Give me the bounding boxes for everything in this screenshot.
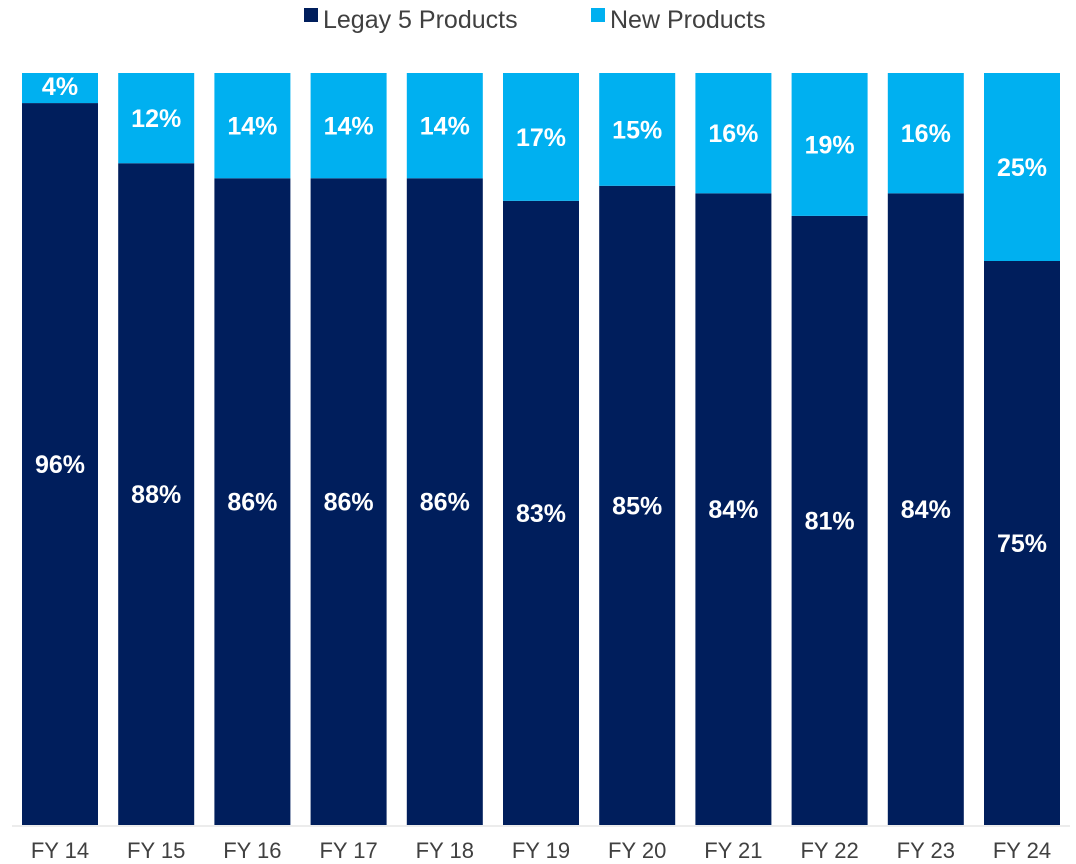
data-label-legacy-fy-20: 85% xyxy=(612,492,662,520)
data-label-new-fy-20: 15% xyxy=(612,116,662,144)
bar-legacy-fy-15 xyxy=(118,163,195,826)
bar-new-fy-16 xyxy=(214,73,291,179)
data-label-legacy-fy-15: 88% xyxy=(131,481,181,509)
bar-new-fy-19 xyxy=(503,73,579,201)
data-label-legacy-fy-24: 75% xyxy=(997,530,1047,558)
data-label-new-fy-22: 19% xyxy=(805,131,855,159)
x-tick-label-fy-22: FY 22 xyxy=(800,838,858,863)
data-label-legacy-fy-19: 83% xyxy=(516,500,566,528)
bar-new-fy-15 xyxy=(118,73,195,164)
data-label-legacy-fy-21: 84% xyxy=(708,496,758,524)
bar-legacy-fy-17 xyxy=(310,178,387,825)
bar-legacy-fy-18 xyxy=(406,178,483,825)
legend-label-legacy: Legay 5 Products xyxy=(323,6,518,34)
legend-swatch-legacy xyxy=(304,8,318,22)
x-tick-label-fy-21: FY 21 xyxy=(704,838,762,863)
bar-legacy-fy-21 xyxy=(695,193,772,825)
x-tick-label-fy-23: FY 23 xyxy=(897,838,955,863)
bar-new-fy-22 xyxy=(791,73,868,216)
bar-new-fy-17 xyxy=(310,73,387,179)
bar-legacy-fy-16 xyxy=(214,178,291,825)
x-axis-ticks: FY 14 FY 15 FY 16 FY 17 FY 18 FY 19 FY 20 FY 21… xyxy=(31,838,1051,863)
data-label-new-fy-19: 17% xyxy=(516,124,566,152)
data-label-new-fy-14: 4% xyxy=(42,73,78,101)
bar-new-fy-14 xyxy=(22,73,98,104)
x-tick-label-fy-14: FY 14 xyxy=(31,838,89,863)
bar-new-fy-20 xyxy=(599,73,676,186)
bar-new-fy-23 xyxy=(887,73,964,194)
data-label-legacy-fy-14: 96% xyxy=(35,451,85,479)
data-label-new-fy-18: 14% xyxy=(420,113,470,141)
data-label-new-fy-21: 16% xyxy=(708,120,758,148)
bar-legacy-fy-22 xyxy=(791,215,868,825)
x-tick-label-fy-18: FY 18 xyxy=(416,838,474,863)
bar-legacy-fy-19 xyxy=(503,200,579,826)
data-label-legacy-fy-22: 81% xyxy=(805,507,855,535)
bars-group: 96% 4% 88% 12% 86% 14% 86% 14% 86% 14% 83% 17% 85% 15… xyxy=(22,73,1060,826)
bar-legacy-fy-20 xyxy=(599,185,676,826)
data-label-new-fy-16: 14% xyxy=(227,113,277,141)
data-label-new-fy-24: 25% xyxy=(997,154,1047,182)
x-tick-label-fy-15: FY 15 xyxy=(127,838,185,863)
data-label-legacy-fy-16: 86% xyxy=(227,489,277,517)
legend-swatch-new xyxy=(591,8,605,22)
x-tick-label-fy-24: FY 24 xyxy=(993,838,1051,863)
data-label-new-fy-17: 14% xyxy=(324,113,374,141)
x-tick-label-fy-19: FY 19 xyxy=(512,838,570,863)
bar-legacy-fy-23 xyxy=(887,193,964,825)
data-label-new-fy-15: 12% xyxy=(131,105,181,133)
data-label-legacy-fy-18: 86% xyxy=(420,489,470,517)
bar-legacy-fy-14 xyxy=(22,103,98,825)
legend-label-new: New Products xyxy=(610,6,766,34)
data-label-legacy-fy-17: 86% xyxy=(324,489,374,517)
data-label-legacy-fy-23: 84% xyxy=(901,496,951,524)
data-label-new-fy-23: 16% xyxy=(901,120,951,148)
bar-new-fy-24 xyxy=(984,73,1060,261)
bar-new-fy-18 xyxy=(406,73,483,179)
x-tick-label-fy-20: FY 20 xyxy=(608,838,666,863)
bar-new-fy-21 xyxy=(695,73,772,194)
x-tick-label-fy-16: FY 16 xyxy=(223,838,281,863)
legend: Legay 5 Products New Products xyxy=(304,6,766,34)
x-tick-label-fy-17: FY 17 xyxy=(319,838,377,863)
bar-legacy-fy-24 xyxy=(984,261,1060,825)
